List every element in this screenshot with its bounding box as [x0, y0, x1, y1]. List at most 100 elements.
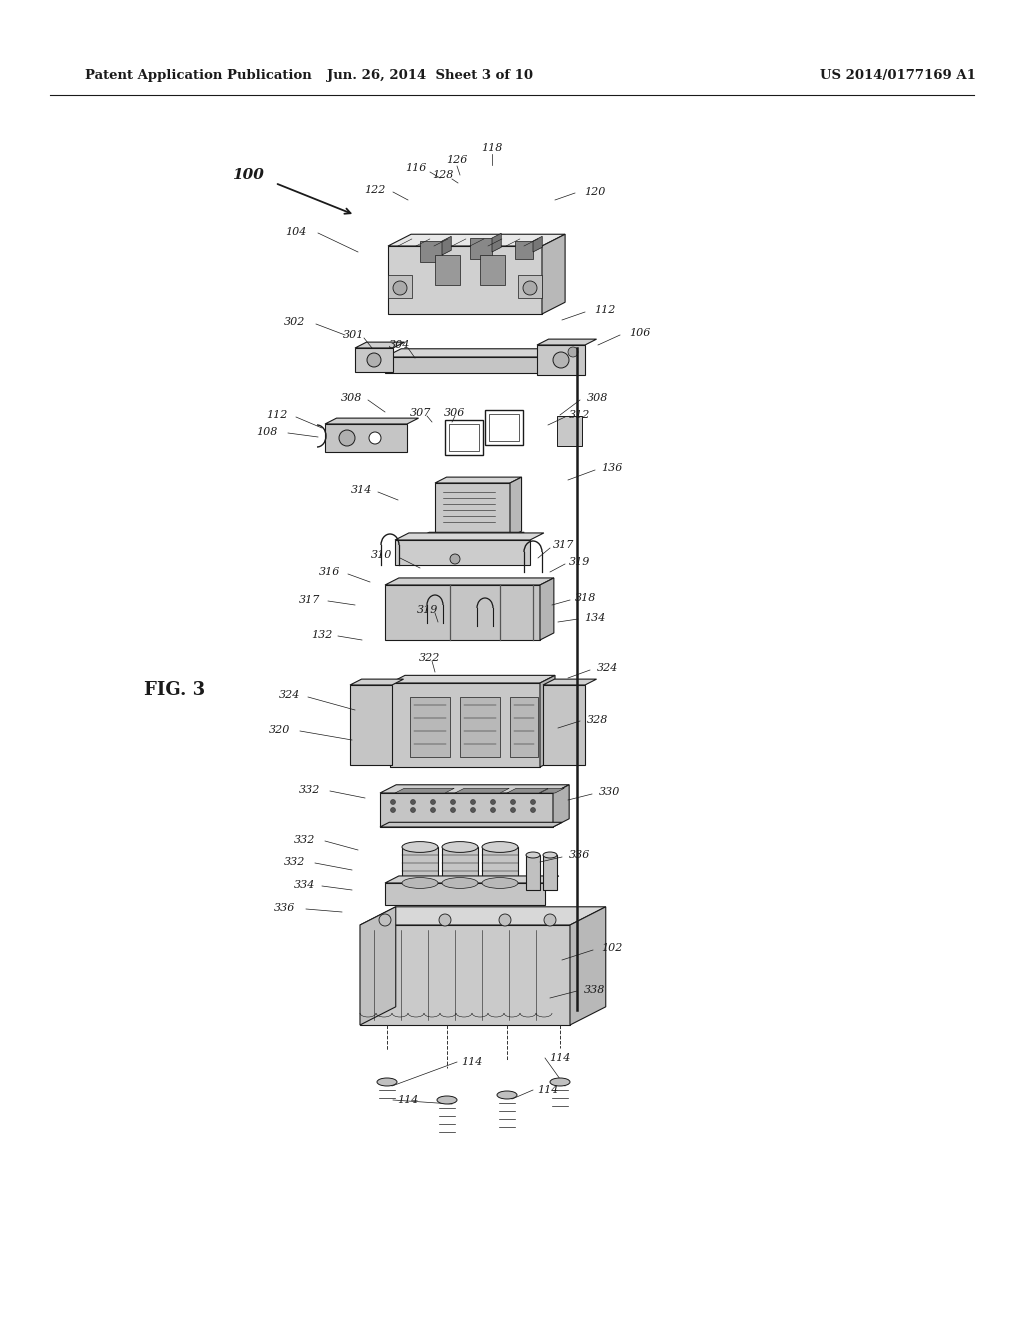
Text: Jun. 26, 2014  Sheet 3 of 10: Jun. 26, 2014 Sheet 3 of 10: [327, 69, 534, 82]
Polygon shape: [355, 348, 393, 372]
Polygon shape: [507, 788, 548, 793]
Text: 122: 122: [365, 185, 386, 195]
Circle shape: [511, 808, 515, 813]
Polygon shape: [395, 788, 455, 793]
Text: 102: 102: [601, 942, 623, 953]
Text: 310: 310: [372, 550, 392, 560]
Text: 319: 319: [569, 557, 591, 568]
Circle shape: [490, 800, 496, 804]
Ellipse shape: [526, 851, 540, 858]
Ellipse shape: [442, 842, 478, 853]
Polygon shape: [537, 339, 597, 345]
Polygon shape: [360, 907, 606, 925]
Polygon shape: [395, 533, 544, 540]
Text: 304: 304: [389, 341, 411, 350]
Ellipse shape: [402, 842, 438, 853]
Circle shape: [470, 808, 475, 813]
Polygon shape: [388, 234, 565, 246]
Text: US 2014/0177169 A1: US 2014/0177169 A1: [820, 69, 976, 82]
Text: 307: 307: [411, 408, 432, 418]
Text: 116: 116: [406, 162, 427, 173]
Polygon shape: [380, 785, 569, 793]
Polygon shape: [402, 847, 438, 883]
Ellipse shape: [497, 1092, 517, 1100]
Circle shape: [450, 554, 460, 564]
Polygon shape: [543, 685, 585, 766]
Circle shape: [411, 800, 416, 804]
Polygon shape: [540, 788, 564, 793]
Text: 332: 332: [299, 785, 321, 795]
Polygon shape: [435, 255, 460, 285]
Circle shape: [568, 347, 578, 356]
Circle shape: [470, 800, 475, 804]
Polygon shape: [534, 236, 543, 252]
Text: 114: 114: [397, 1096, 419, 1105]
Polygon shape: [492, 234, 501, 252]
Polygon shape: [395, 540, 530, 565]
Polygon shape: [325, 424, 407, 451]
Text: 306: 306: [444, 408, 466, 418]
Text: 118: 118: [481, 143, 503, 153]
Polygon shape: [420, 242, 442, 261]
Circle shape: [393, 281, 407, 294]
Text: 106: 106: [630, 327, 650, 338]
Polygon shape: [553, 785, 569, 828]
Polygon shape: [360, 925, 570, 1026]
Polygon shape: [388, 246, 542, 314]
Polygon shape: [526, 855, 540, 890]
Text: 112: 112: [594, 305, 615, 315]
Polygon shape: [543, 678, 597, 685]
Text: 312: 312: [569, 411, 591, 420]
Polygon shape: [388, 275, 412, 298]
Ellipse shape: [377, 1078, 397, 1086]
Text: 318: 318: [575, 593, 597, 603]
Polygon shape: [442, 847, 478, 883]
Polygon shape: [442, 236, 452, 255]
Text: 308: 308: [588, 393, 608, 403]
Circle shape: [390, 808, 395, 813]
Polygon shape: [385, 585, 540, 640]
Text: 301: 301: [343, 330, 365, 341]
Circle shape: [339, 430, 355, 446]
Text: 128: 128: [432, 170, 454, 180]
Circle shape: [511, 800, 515, 804]
Circle shape: [499, 913, 511, 927]
Circle shape: [544, 913, 556, 927]
Text: Patent Application Publication: Patent Application Publication: [85, 69, 311, 82]
Text: 334: 334: [294, 880, 315, 890]
Text: 108: 108: [256, 426, 278, 437]
Polygon shape: [385, 356, 545, 374]
Circle shape: [530, 808, 536, 813]
Polygon shape: [455, 788, 509, 793]
Text: 134: 134: [585, 612, 605, 623]
Polygon shape: [325, 418, 419, 424]
Circle shape: [367, 352, 381, 367]
Polygon shape: [385, 578, 554, 585]
Polygon shape: [470, 238, 492, 259]
Text: 322: 322: [419, 653, 440, 663]
Ellipse shape: [550, 1078, 570, 1086]
Polygon shape: [537, 345, 585, 375]
Circle shape: [379, 913, 391, 927]
Polygon shape: [510, 477, 521, 537]
Text: 332: 332: [294, 836, 315, 845]
Text: 319: 319: [418, 605, 438, 615]
Polygon shape: [518, 275, 542, 298]
Text: 324: 324: [280, 690, 301, 700]
Ellipse shape: [437, 1096, 457, 1104]
Polygon shape: [542, 234, 565, 314]
Polygon shape: [482, 847, 518, 883]
Text: 104: 104: [286, 227, 306, 238]
Polygon shape: [390, 676, 555, 682]
Text: 100: 100: [232, 168, 264, 182]
Text: 338: 338: [585, 985, 605, 995]
Polygon shape: [435, 477, 521, 483]
Circle shape: [490, 808, 496, 813]
Text: 314: 314: [351, 484, 373, 495]
Circle shape: [369, 432, 381, 444]
Text: 114: 114: [549, 1053, 570, 1063]
Text: 112: 112: [266, 411, 288, 420]
Polygon shape: [410, 697, 450, 756]
Circle shape: [553, 352, 569, 368]
Polygon shape: [460, 697, 500, 756]
